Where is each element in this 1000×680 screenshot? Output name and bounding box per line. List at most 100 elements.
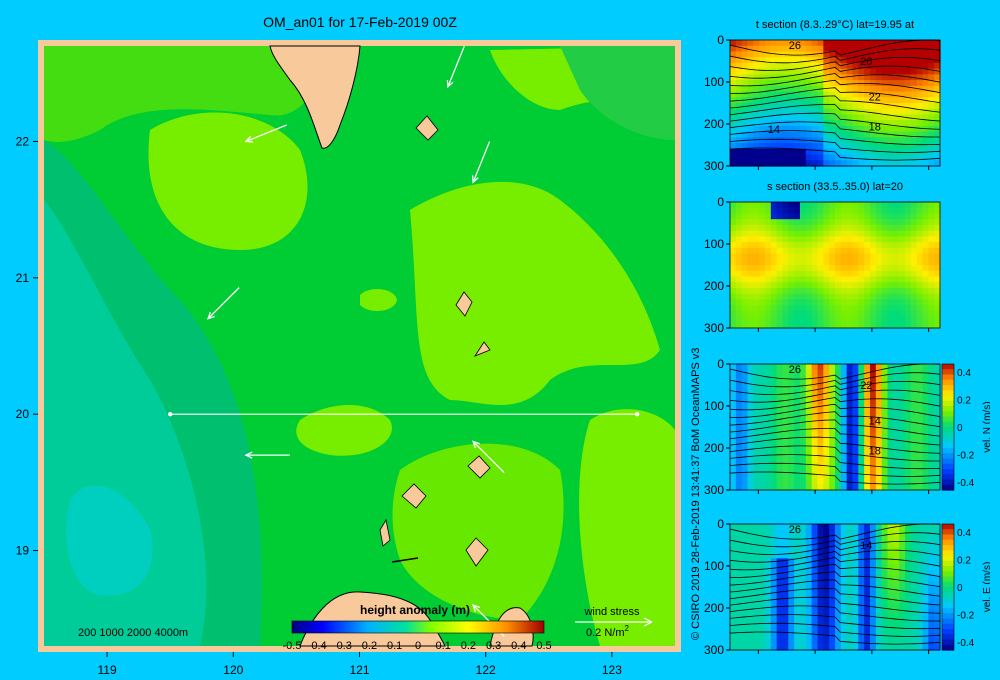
section-x-tick-label: 123 <box>919 495 939 496</box>
wind-arrow <box>471 141 491 184</box>
section-panel-3: 26 22 14 18 0 100 200 300 120 121 122 123 0.4 0.2 0 -0.… <box>704 357 990 496</box>
contour-small-center <box>360 288 397 312</box>
section-y-tick-label: 100 <box>704 237 724 251</box>
section-y-tick-label: 0 <box>717 195 724 209</box>
section-colorbar <box>941 363 955 491</box>
colorbar-tick-label: -0.4 <box>308 640 327 652</box>
wind-arrow <box>244 124 287 143</box>
section-colorbar-tick: -0.2 <box>957 451 975 462</box>
section-field <box>730 364 941 491</box>
section-colorbar-tick: 0.2 <box>957 396 971 407</box>
contour-high-east <box>410 181 660 405</box>
section-y-tick-label: 0 <box>717 33 724 47</box>
section-colorbar-tick: 0.4 <box>957 368 971 379</box>
depth-legend: 200 1000 2000 4000m <box>78 627 188 639</box>
wind-arrow <box>472 440 505 474</box>
section-panel-1: t section (8.3..29°C) lat=19.95 at 26 26 22… <box>704 19 941 172</box>
section-colorbar <box>941 523 955 651</box>
colorbar-title: height anomaly (m) <box>360 603 470 617</box>
contour-label: 26 <box>789 524 801 536</box>
section-x-tick-label: 123 <box>919 171 939 172</box>
contour-label: 26 <box>789 364 801 376</box>
colorbar-tick-label: 0 <box>415 640 421 652</box>
section-y-tick-label: 200 <box>704 441 724 455</box>
section-y-tick-label: 200 <box>704 117 724 131</box>
map-title: OM_an01 for 17-Feb-2019 00Z <box>263 14 457 30</box>
contour-high-south <box>392 443 564 620</box>
section-colorbar-tick: -0.4 <box>957 478 975 489</box>
land-island-4 <box>467 455 491 479</box>
section-y-tick-label: 300 <box>704 483 724 496</box>
section-field <box>730 524 941 651</box>
section-title: t section (8.3..29°C) lat=19.95 at <box>756 19 914 31</box>
section-x-tick-label: 123 <box>919 655 939 656</box>
contour-label: 18 <box>869 122 881 134</box>
contour-lowest-west <box>66 485 153 596</box>
section-y-tick-label: 300 <box>704 643 724 656</box>
section-y-tick-label: 0 <box>717 517 724 531</box>
land-taiwan <box>269 45 361 149</box>
wind-arrow <box>446 45 465 89</box>
section-x-tick-label: 120 <box>748 171 768 172</box>
section-y-tick-label: 100 <box>704 559 724 573</box>
section-y-tick-label: 300 <box>704 159 724 172</box>
contour-label: 22 <box>869 91 881 103</box>
wind-arrow <box>244 451 290 459</box>
land-island-5 <box>401 483 427 509</box>
contour-mid-north <box>44 46 330 142</box>
map-y-tick-label: 19 <box>16 544 30 558</box>
wind-scale-value: 0.2 N/m2 <box>586 624 630 639</box>
section-panel-2: s section (33.5..35.0) lat=20 0 100 200 300 1… <box>704 181 941 334</box>
section-y-tick-label: 100 <box>704 75 724 89</box>
section-panel-4: 26 14 0 100 200 300 120 121 122 123 0.4 0.2 0 -0.2 -0.… <box>704 517 990 656</box>
colorbar-tick-label: 0.1 <box>436 640 451 652</box>
section-contours <box>729 523 941 645</box>
contour-label: 26 <box>860 56 872 68</box>
contour-label: 22 <box>860 380 872 392</box>
contour-high-se <box>579 409 675 646</box>
contour-label: 14 <box>768 124 780 136</box>
contour-high-nw <box>148 112 308 250</box>
map-y-axis: 22 21 20 19 <box>16 134 38 558</box>
contour-mid-east <box>560 46 675 140</box>
section-frame <box>729 201 941 329</box>
section-y-tick-label: 200 <box>704 601 724 615</box>
section-contours <box>729 363 941 485</box>
section-x-tick-label: 122 <box>862 495 882 496</box>
colorbar-tick-label: -0.1 <box>383 640 402 652</box>
section-y-tick-label: 100 <box>704 399 724 413</box>
section-frame <box>729 523 941 651</box>
section-title: s section (33.5..35.0) lat=20 <box>767 181 903 193</box>
section-x-tick-label: 121 <box>805 333 825 334</box>
contour-high-center <box>296 405 392 456</box>
section-x-tick-label: 122 <box>862 171 882 172</box>
map-x-tick-label: 122 <box>476 663 496 677</box>
wind-scale-arrowhead <box>643 617 653 627</box>
section-colorbar-label: vel. E (m/s) <box>982 562 990 613</box>
map-x-tick-label: 123 <box>602 663 622 677</box>
section-x-tick-label: 121 <box>805 655 825 656</box>
section-colorbar-tick: 0 <box>957 583 963 594</box>
section-colorbar-label: vel. N (m/s) <box>982 401 990 452</box>
section-x-tick-label: 121 <box>805 171 825 172</box>
map-x-tick-label: 120 <box>223 663 243 677</box>
section-x-tick-label: 120 <box>748 495 768 496</box>
section-field <box>730 202 941 329</box>
land-island-1 <box>415 115 439 141</box>
section-colorbar-tick: 0.2 <box>957 556 971 567</box>
section-colorbar-tick: 0.4 <box>957 528 971 539</box>
wind-scale-label: wind stress <box>583 606 640 618</box>
land-island-6 <box>465 537 489 567</box>
contour-label: 14 <box>860 540 872 552</box>
map-x-axis: 119 120 121 122 123 <box>98 652 622 677</box>
section-frame <box>729 39 941 167</box>
map-x-tick-label: 121 <box>349 663 369 677</box>
colorbar-tick-label: 0.5 <box>536 640 551 652</box>
section-frame <box>729 363 941 491</box>
colorbar-tick-label: -0.2 <box>358 640 377 652</box>
colorbar-tick-label: -0.3 <box>333 640 352 652</box>
land-island-3 <box>473 341 491 357</box>
map-y-tick-label: 21 <box>16 271 30 285</box>
section-x-tick-label: 120 <box>748 655 768 656</box>
section-x-tick-label: 120 <box>748 333 768 334</box>
